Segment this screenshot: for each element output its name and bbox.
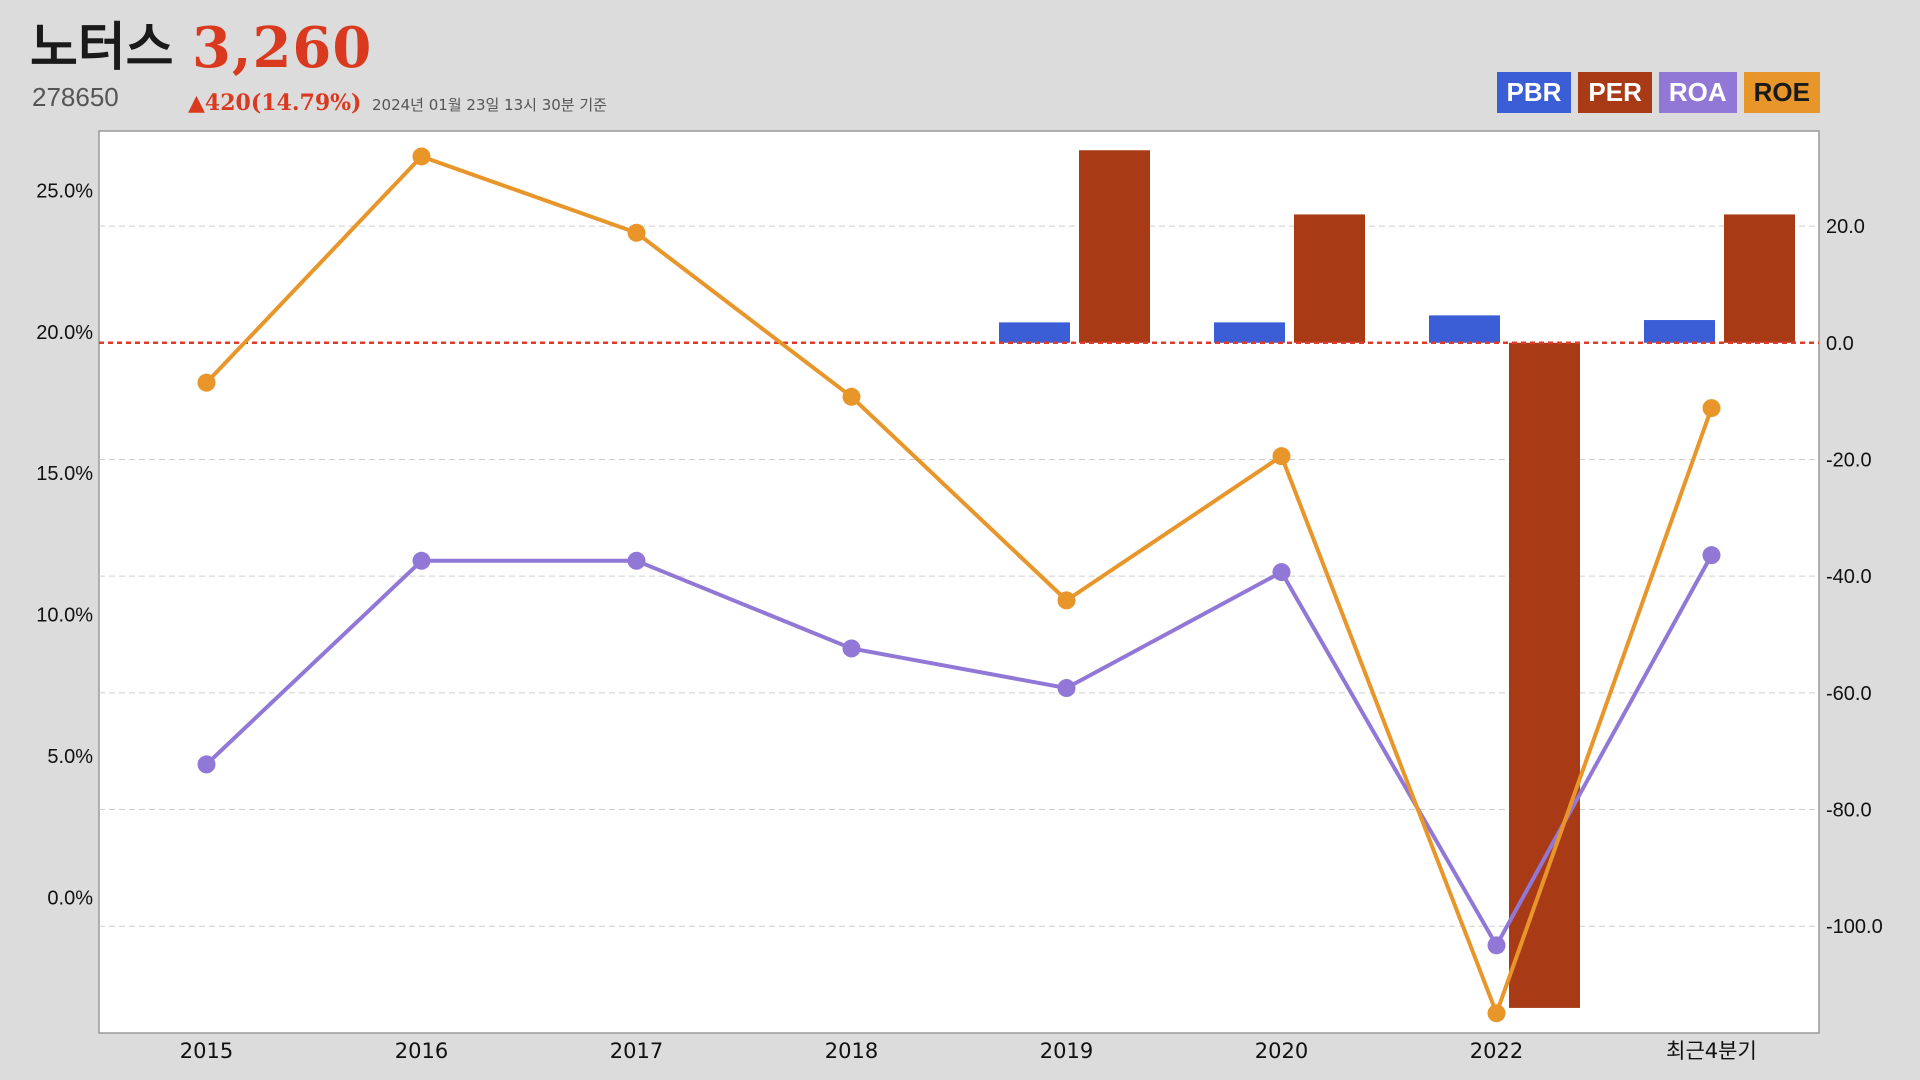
bar-pbr <box>999 322 1070 343</box>
legend-item-pbr: PBR <box>1496 72 1572 113</box>
bar-per <box>1079 150 1150 343</box>
bar-pbr <box>1429 315 1500 343</box>
current-price: 3,260 <box>192 15 373 81</box>
bar-per <box>1509 342 1580 1008</box>
point-roe <box>1487 1004 1506 1023</box>
stock-code: 278650 <box>32 82 119 112</box>
x-axis-tick-label: 최근4분기 <box>1666 1039 1757 1063</box>
line-roa <box>205 554 1714 948</box>
point-roa <box>842 639 861 658</box>
point-roe <box>627 223 646 242</box>
left-axis-tick-label: 10.0% <box>36 605 93 627</box>
legend-item-roe: ROE <box>1743 72 1820 113</box>
left-axis-tick-label: 25.0% <box>36 180 93 202</box>
x-axis-tick-label: 2015 <box>180 1039 233 1063</box>
right-axis-tick-label: -40.0 <box>1826 566 1872 588</box>
left-axis-tick-label: 0.0% <box>47 887 93 909</box>
legend-item-per: PER <box>1578 72 1652 113</box>
point-roe <box>1272 447 1291 466</box>
point-roe <box>1057 591 1076 610</box>
point-roa <box>197 755 216 774</box>
right-axis-tick-label: 0.0 <box>1826 333 1854 355</box>
bar-per <box>1724 214 1795 343</box>
point-roe <box>412 147 431 166</box>
x-axis-tick-label: 2022 <box>1470 1039 1523 1063</box>
line-roe <box>205 154 1714 1016</box>
right-axis-tick-label: 20.0 <box>1826 216 1865 238</box>
point-roa <box>1702 546 1721 565</box>
point-roa <box>412 551 431 570</box>
point-roa <box>1272 563 1291 582</box>
left-axis-tick-label: 5.0% <box>47 746 93 768</box>
point-roe <box>1702 399 1721 418</box>
x-axis-tick-label: 2017 <box>610 1039 663 1063</box>
bar-per <box>1294 214 1365 343</box>
bar-pbr <box>1644 320 1715 343</box>
left-axis-tick-label: 20.0% <box>36 322 93 344</box>
point-roe <box>197 373 216 392</box>
right-axis-tick-label: -100.0 <box>1826 916 1883 938</box>
point-roa <box>627 551 646 570</box>
x-axis-tick-label: 2018 <box>825 1039 878 1063</box>
right-axis-tick-label: -20.0 <box>1826 449 1872 471</box>
chart-legend: PBR PER ROA ROE <box>1496 72 1820 113</box>
right-axis-tick-label: -80.0 <box>1826 800 1872 822</box>
as-of-timestamp: 2024년 01월 23일 13시 30분 기준 <box>372 96 607 114</box>
price-change: ▲420(14.79%) <box>188 90 362 116</box>
x-axis-tick-label: 2020 <box>1255 1039 1308 1063</box>
x-axis-tick-label: 2019 <box>1040 1039 1093 1063</box>
point-roa <box>1057 679 1076 698</box>
legend-item-roa: ROA <box>1658 72 1737 113</box>
x-axis-tick-label: 2016 <box>395 1039 448 1063</box>
company-name: 노터스 <box>30 18 174 78</box>
right-axis-tick-label: -60.0 <box>1826 683 1872 705</box>
left-axis-tick-label: 15.0% <box>36 463 93 485</box>
point-roe <box>842 387 861 406</box>
bar-pbr <box>1214 322 1285 343</box>
point-roa <box>1487 936 1506 955</box>
chart-header: 노터스 3,260 278650 ▲420(14.79%) 2024년 01월 … <box>0 0 1920 125</box>
